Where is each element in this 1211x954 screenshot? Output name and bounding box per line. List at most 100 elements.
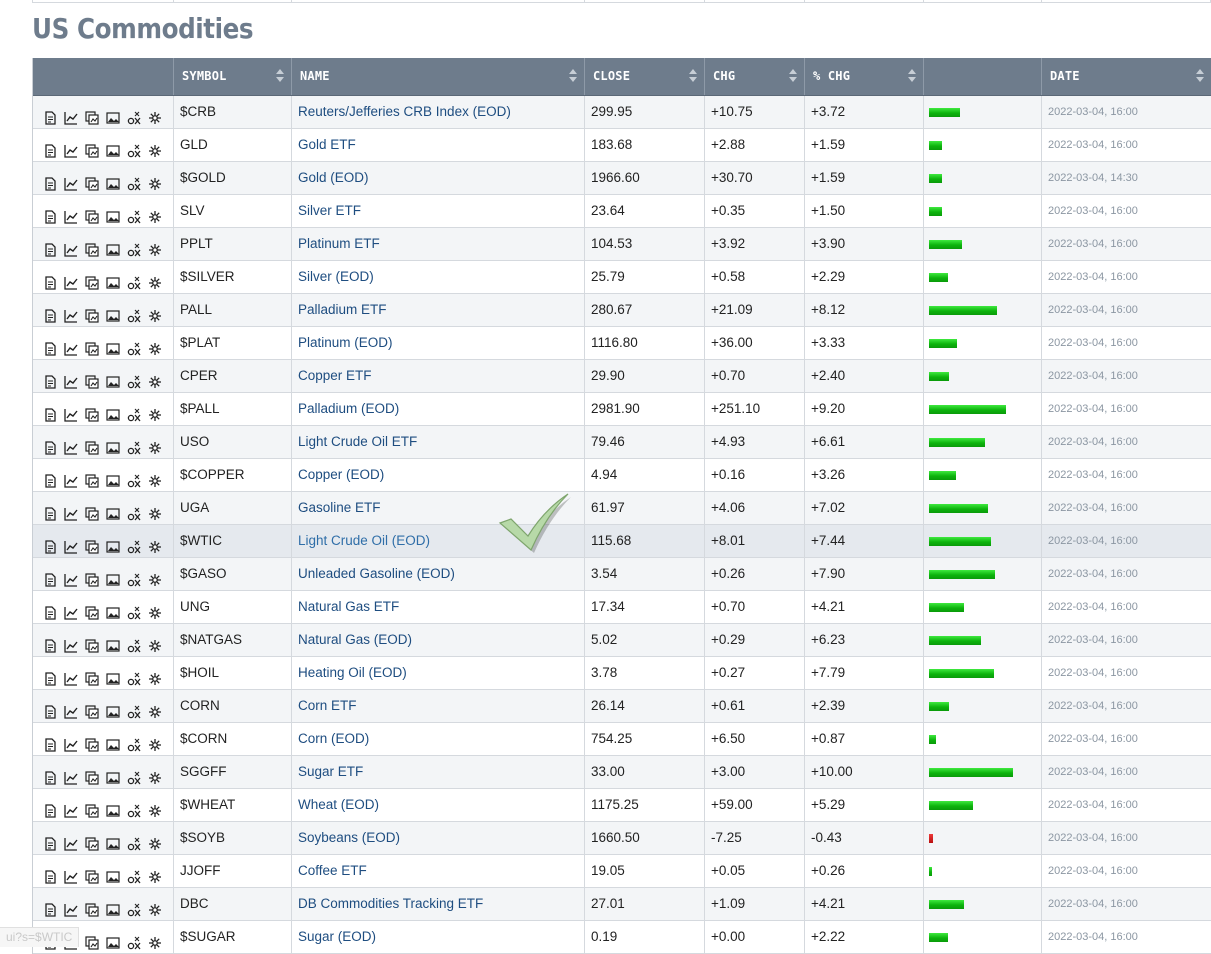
image-icon[interactable] xyxy=(106,666,120,685)
name-link[interactable]: Corn (EOD) xyxy=(298,731,370,746)
gallery-icon[interactable] xyxy=(85,369,99,389)
name-link[interactable]: Reuters/Jefferies CRB Index (EOD) xyxy=(298,104,511,119)
settings-icon[interactable] xyxy=(148,633,162,652)
sort-name-icon[interactable] xyxy=(569,69,577,84)
gallery-icon[interactable] xyxy=(85,534,99,554)
name-link[interactable]: Light Crude Oil ETF xyxy=(298,434,418,449)
image-icon[interactable] xyxy=(106,270,120,289)
gallery-icon[interactable] xyxy=(85,831,99,851)
summary-icon[interactable] xyxy=(43,534,57,554)
options-icon[interactable] xyxy=(127,402,141,422)
table-row[interactable]: $GASO Unleaded Gasoline (EOD) 3.54 +0.26 +7.… xyxy=(33,558,1211,591)
image-icon[interactable] xyxy=(106,567,120,586)
header-name[interactable]: NAME xyxy=(292,58,585,95)
image-icon[interactable] xyxy=(106,468,120,487)
table-row[interactable]: JJOFF Coffee ETF 19.05 +0.05 +0.26 2022-03-04… xyxy=(33,855,1211,888)
image-icon[interactable] xyxy=(106,765,120,784)
summary-icon[interactable] xyxy=(43,699,57,719)
table-row[interactable]: UNG Natural Gas ETF 17.34 +0.70 +4.21 2022-03… xyxy=(33,591,1211,624)
image-icon[interactable] xyxy=(106,204,120,223)
header-pct-chg[interactable]: % CHG xyxy=(805,58,924,95)
chart-icon[interactable] xyxy=(64,798,78,818)
options-icon[interactable] xyxy=(127,138,141,158)
options-icon[interactable] xyxy=(127,336,141,356)
image-icon[interactable] xyxy=(106,699,120,718)
settings-icon[interactable] xyxy=(148,930,162,949)
table-row[interactable]: PALL Palladium ETF 280.67 +21.09 +8.12 2022-0… xyxy=(33,294,1211,327)
gallery-icon[interactable] xyxy=(85,270,99,290)
chart-icon[interactable] xyxy=(64,336,78,356)
summary-icon[interactable] xyxy=(43,138,57,158)
chart-icon[interactable] xyxy=(64,237,78,257)
settings-icon[interactable] xyxy=(148,732,162,751)
gallery-icon[interactable] xyxy=(85,402,99,422)
summary-icon[interactable] xyxy=(43,204,57,224)
chart-icon[interactable] xyxy=(64,732,78,752)
summary-icon[interactable] xyxy=(43,105,57,125)
settings-icon[interactable] xyxy=(148,336,162,355)
image-icon[interactable] xyxy=(106,435,120,454)
table-row[interactable]: $PALL Palladium (EOD) 2981.90 +251.10 +9.20 2… xyxy=(33,393,1211,426)
settings-icon[interactable] xyxy=(148,204,162,223)
sort-close-icon[interactable] xyxy=(689,69,697,84)
options-icon[interactable] xyxy=(127,732,141,752)
options-icon[interactable] xyxy=(127,567,141,587)
settings-icon[interactable] xyxy=(148,237,162,256)
settings-icon[interactable] xyxy=(148,501,162,520)
options-icon[interactable] xyxy=(127,633,141,653)
options-icon[interactable] xyxy=(127,534,141,554)
options-icon[interactable] xyxy=(127,666,141,686)
sort-symbol-icon[interactable] xyxy=(276,69,284,84)
settings-icon[interactable] xyxy=(148,534,162,553)
summary-icon[interactable] xyxy=(43,831,57,851)
table-row[interactable]: $SILVER Silver (EOD) 25.79 +0.58 +2.29 2022-0… xyxy=(33,261,1211,294)
image-icon[interactable] xyxy=(106,171,120,190)
chart-icon[interactable] xyxy=(64,897,78,917)
gallery-icon[interactable] xyxy=(85,699,99,719)
options-icon[interactable] xyxy=(127,600,141,620)
image-icon[interactable] xyxy=(106,897,120,916)
chart-icon[interactable] xyxy=(64,501,78,521)
header-date[interactable]: DATE xyxy=(1042,58,1211,95)
chart-icon[interactable] xyxy=(64,534,78,554)
chart-icon[interactable] xyxy=(64,633,78,653)
chart-icon[interactable] xyxy=(64,204,78,224)
name-link[interactable]: Platinum ETF xyxy=(298,236,380,251)
options-icon[interactable] xyxy=(127,171,141,191)
settings-icon[interactable] xyxy=(148,600,162,619)
image-icon[interactable] xyxy=(106,831,120,850)
name-link[interactable]: Gold ETF xyxy=(298,137,356,152)
name-link[interactable]: Heating Oil (EOD) xyxy=(298,665,407,680)
image-icon[interactable] xyxy=(106,600,120,619)
gallery-icon[interactable] xyxy=(85,435,99,455)
table-row[interactable]: DBC DB Commodities Tracking ETF 27.01 +1.09… xyxy=(33,888,1211,921)
name-link[interactable]: Corn ETF xyxy=(298,698,357,713)
gallery-icon[interactable] xyxy=(85,336,99,356)
name-link[interactable]: Palladium (EOD) xyxy=(298,401,400,416)
name-link[interactable]: Gasoline ETF xyxy=(298,500,381,515)
options-icon[interactable] xyxy=(127,468,141,488)
settings-icon[interactable] xyxy=(148,270,162,289)
settings-icon[interactable] xyxy=(148,171,162,190)
options-icon[interactable] xyxy=(127,831,141,851)
chart-icon[interactable] xyxy=(64,831,78,851)
table-row[interactable]: $SOYB Soybeans (EOD) 1660.50 -7.25 -0.43 2022… xyxy=(33,822,1211,855)
image-icon[interactable] xyxy=(106,336,120,355)
name-link[interactable]: Copper ETF xyxy=(298,368,372,383)
name-link[interactable]: Soybeans (EOD) xyxy=(298,830,401,845)
chart-icon[interactable] xyxy=(64,765,78,785)
image-icon[interactable] xyxy=(106,237,120,256)
name-link[interactable]: Unleaded Gasoline (EOD) xyxy=(298,566,455,581)
table-row[interactable]: $COPPER Copper (EOD) 4.94 +0.16 +3.26 2022-03… xyxy=(33,459,1211,492)
gallery-icon[interactable] xyxy=(85,138,99,158)
summary-icon[interactable] xyxy=(43,600,57,620)
image-icon[interactable] xyxy=(106,402,120,421)
chart-icon[interactable] xyxy=(64,402,78,422)
sort-pct-chg-icon[interactable] xyxy=(908,69,916,84)
name-link[interactable]: Coffee ETF xyxy=(298,863,367,878)
image-icon[interactable] xyxy=(106,303,120,322)
name-link[interactable]: Copper (EOD) xyxy=(298,467,385,482)
summary-icon[interactable] xyxy=(43,897,57,917)
options-icon[interactable] xyxy=(127,501,141,521)
image-icon[interactable] xyxy=(106,534,120,553)
